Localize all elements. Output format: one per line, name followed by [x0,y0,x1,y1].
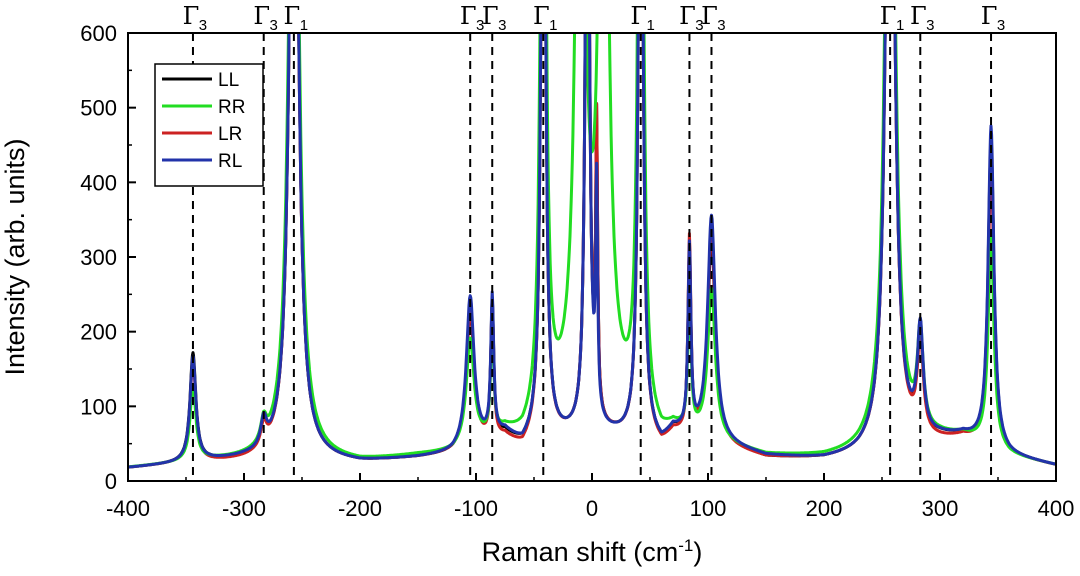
peak-marker-label: Γ [701,2,718,30]
x-tick-label: 100 [690,496,727,521]
y-tick-label: 100 [80,394,117,419]
x-tick-label: -100 [454,496,498,521]
peak-marker-label: Γ [910,2,927,30]
legend-label-rl: RL [218,151,242,172]
x-axis-ticks: -400 -300 -200 -100 0 100 200 300 400 [106,473,1074,521]
peak-marker-label: Γ [630,2,647,30]
series-group [128,33,1056,469]
peak-marker-subscript: 1 [549,17,557,34]
peak-marker-label: Γ [183,2,200,30]
x-axis-title-superscript: -1 [678,536,693,555]
x-tick-label: 400 [1038,496,1075,521]
peak-marker-subscript: 3 [270,17,278,34]
legend-label-rr: RR [218,97,245,118]
y-tick-label: 0 [105,469,117,494]
y-tick-label: 500 [80,96,117,121]
x-tick-label: 0 [586,496,598,521]
peak-marker-subscript: 3 [476,17,484,34]
x-tick-label: 200 [806,496,843,521]
peak-marker-label: Γ [981,2,998,30]
peak-marker-label: Γ [880,2,897,30]
peak-marker-subscript: 3 [997,17,1005,34]
y-tick-label: 600 [80,21,117,46]
legend-label-lr: LR [218,124,242,145]
y-tick-label: 400 [80,170,117,195]
legend-box [154,63,264,187]
legend-label-ll: LL [218,70,239,91]
peak-marker-subscript: 3 [199,17,207,34]
peak-marker-subscript: 3 [695,17,703,34]
peak-marker-label: Γ [482,2,499,30]
legend: LL RR LR RL [154,63,264,187]
peak-marker-label: Γ [679,2,696,30]
peak-marker-subscript: 1 [647,17,655,34]
x-axis-title-close: ) [693,537,702,567]
y-tick-label: 300 [80,245,117,270]
x-axis-title: Raman shift (cm-1) [482,536,703,567]
x-tick-label: -200 [338,496,382,521]
y-axis-title: Intensity (arb. units) [0,138,30,375]
peak-marker-subscript: 3 [926,17,934,34]
peak-marker-label: Γ [533,2,550,30]
x-axis-title-main: Raman shift (cm [482,537,679,567]
peak-marker-label: Γ [460,2,477,30]
peak-marker-label: Γ [284,2,301,30]
y-axis-ticks: 0 100 200 300 400 500 600 [80,21,136,494]
series-line-rl [128,33,1056,469]
peak-marker-subscript: 1 [896,17,904,34]
x-tick-label: -400 [106,496,150,521]
peak-marker-subscript: 3 [717,17,725,34]
y-tick-label: 200 [80,320,117,345]
peak-marker-label: Γ [253,2,270,30]
x-tick-label: -300 [222,496,266,521]
peak-marker-subscript: 3 [498,17,506,34]
x-tick-label: 300 [922,496,959,521]
peak-markers: Γ 3 Γ 3 Γ 1 Γ 3Γ 3 Γ 1 Γ 1 Γ 3Γ 3 Γ 1 Γ 3 Γ 3 [183,2,1005,481]
peak-marker-subscript: 1 [300,17,308,34]
